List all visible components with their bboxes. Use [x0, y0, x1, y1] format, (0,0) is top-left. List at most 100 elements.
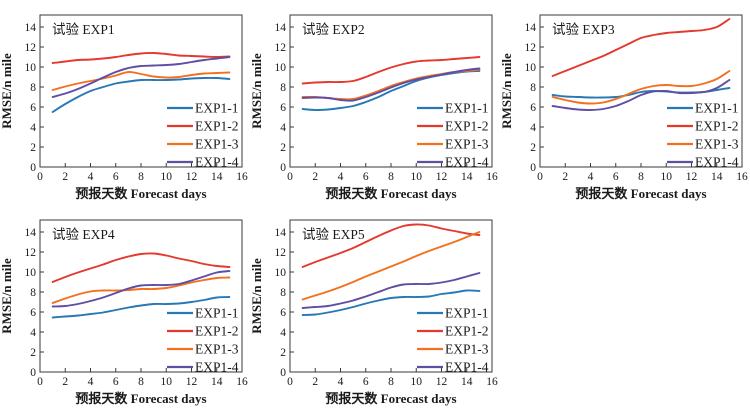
x-tick-label: 6	[613, 171, 619, 183]
series-line-EXP1-1	[301, 289, 481, 316]
y-tick-label: 10	[525, 62, 537, 74]
y-axis-label: RMSE/n mile	[0, 53, 14, 129]
y-tick-label: 4	[530, 122, 536, 134]
x-tick-label: 0	[287, 376, 293, 388]
series-line-EXP1-4	[551, 79, 731, 111]
x-tick-label: 2	[562, 171, 568, 183]
y-tick-label: 14	[25, 227, 37, 239]
x-tick-label: 0	[37, 171, 43, 183]
chart-title: 试验 EXP5	[302, 227, 365, 242]
y-tick-label: 0	[280, 162, 286, 174]
x-tick-label: 8	[388, 376, 394, 388]
legend-label-EXP1-1: EXP1-1	[195, 101, 239, 116]
series-line-EXP1-3	[551, 70, 731, 105]
y-tick-label: 10	[25, 62, 37, 74]
x-axis-label: 预报天数 Forecast days	[75, 186, 206, 201]
y-tick-label: 6	[530, 102, 536, 114]
legend-label-EXP1-2: EXP1-2	[195, 119, 239, 134]
x-tick-label: 6	[363, 376, 369, 388]
y-tick-label: 2	[530, 142, 536, 154]
x-tick-label: 12	[186, 376, 198, 388]
x-tick-label: 4	[338, 171, 344, 183]
y-tick-label: 6	[280, 307, 286, 319]
chart-exp2: 0 2 4 6 8 10 12 14 16 0 2 4 6 8 10 12 14 预报天数 Forecast da…	[250, 0, 500, 205]
y-axis-label: RMSE/n mile	[0, 258, 14, 334]
series-line-EXP1-3	[51, 71, 231, 91]
x-tick-label: 6	[363, 171, 369, 183]
x-tick-label: 8	[138, 171, 144, 183]
x-axis-label: 预报天数 Forecast days	[325, 186, 456, 201]
legend-label-EXP1-1: EXP1-1	[445, 306, 489, 321]
legend-label-EXP1-1: EXP1-1	[195, 306, 239, 321]
y-tick-label: 6	[280, 102, 286, 114]
y-tick-label: 2	[30, 142, 36, 154]
chart-exp3: 0 2 4 6 8 10 12 14 16 0 2 4 6 8 10 12 14 预报天数 Forecast da…	[500, 0, 750, 205]
row-top: 0 2 4 6 8 10 12 14 16 0 2 4 6 8 10 12 14 预报天数 Forecast da…	[0, 0, 750, 205]
x-tick-label: 0	[537, 171, 543, 183]
x-tick-label: 10	[661, 171, 673, 183]
x-tick-label: 14	[461, 171, 473, 183]
series-line-EXP1-4	[51, 270, 231, 308]
y-axis-label: RMSE/n mile	[250, 258, 264, 334]
y-tick-label: 14	[275, 227, 287, 239]
y-tick-label: 6	[30, 102, 36, 114]
y-tick-label: 12	[25, 42, 37, 54]
series-line-EXP1-2	[301, 56, 481, 85]
legend-label-EXP1-3: EXP1-3	[445, 342, 489, 357]
x-tick-label: 0	[287, 171, 293, 183]
x-tick-label: 10	[161, 376, 173, 388]
y-axis-label: RMSE/n mile	[500, 53, 514, 129]
legend-label-EXP1-1: EXP1-1	[445, 101, 489, 116]
legend-label-EXP1-4: EXP1-4	[195, 155, 239, 170]
y-tick-label: 4	[30, 122, 36, 134]
y-tick-label: 8	[280, 287, 286, 299]
y-tick-label: 8	[30, 82, 36, 94]
y-tick-label: 14	[525, 22, 537, 34]
x-tick-label: 6	[113, 376, 119, 388]
y-tick-label: 0	[30, 162, 36, 174]
legend-label-EXP1-3: EXP1-3	[695, 137, 739, 152]
legend-label-EXP1-4: EXP1-4	[695, 155, 739, 170]
x-tick-label: 8	[638, 171, 644, 183]
chart-svg-exp2: 0 2 4 6 8 10 12 14 16 0 2 4 6 8 10 12 14 预报天数 Forecast da…	[250, 14, 498, 201]
y-tick-label: 0	[530, 162, 536, 174]
series-line-EXP1-3	[51, 276, 231, 304]
chart-title: 试验 EXP3	[552, 22, 615, 37]
x-tick-label: 2	[312, 171, 318, 183]
y-tick-label: 2	[280, 142, 286, 154]
series-line-EXP1-4	[301, 67, 481, 102]
y-tick-label: 10	[275, 267, 287, 279]
y-tick-label: 12	[275, 247, 287, 259]
x-tick-label: 8	[388, 171, 394, 183]
x-tick-label: 16	[486, 171, 498, 183]
x-axis-label: 预报天数 Forecast days	[75, 391, 206, 406]
chart-svg-exp3: 0 2 4 6 8 10 12 14 16 0 2 4 6 8 10 12 14 预报天数 Forecast da…	[500, 14, 748, 201]
x-tick-label: 10	[411, 171, 423, 183]
x-axis-label: 预报天数 Forecast days	[575, 186, 706, 201]
y-tick-label: 4	[280, 327, 286, 339]
y-tick-label: 0	[280, 367, 286, 379]
y-tick-label: 14	[25, 22, 37, 34]
x-tick-label: 2	[62, 376, 68, 388]
y-tick-label: 4	[280, 122, 286, 134]
legend-label-EXP1-4: EXP1-4	[445, 155, 489, 170]
legend-label-EXP1-3: EXP1-3	[445, 137, 489, 152]
x-tick-label: 16	[486, 376, 498, 388]
x-tick-label: 6	[113, 171, 119, 183]
x-tick-label: 14	[711, 171, 723, 183]
x-tick-label: 16	[236, 376, 248, 388]
x-tick-label: 12	[186, 171, 198, 183]
x-tick-label: 14	[461, 376, 473, 388]
x-tick-label: 0	[37, 376, 43, 388]
x-tick-label: 14	[211, 376, 223, 388]
y-tick-label: 0	[30, 367, 36, 379]
x-tick-label: 16	[236, 171, 248, 183]
y-tick-label: 2	[30, 347, 36, 359]
chart-title: 试验 EXP4	[52, 227, 115, 242]
chart-exp1: 0 2 4 6 8 10 12 14 16 0 2 4 6 8 10 12 14 预报天数 Forecast da…	[0, 0, 250, 205]
x-tick-label: 8	[138, 376, 144, 388]
y-tick-label: 6	[30, 307, 36, 319]
legend-label-EXP1-3: EXP1-3	[195, 342, 239, 357]
series-line-EXP1-2	[551, 18, 731, 77]
